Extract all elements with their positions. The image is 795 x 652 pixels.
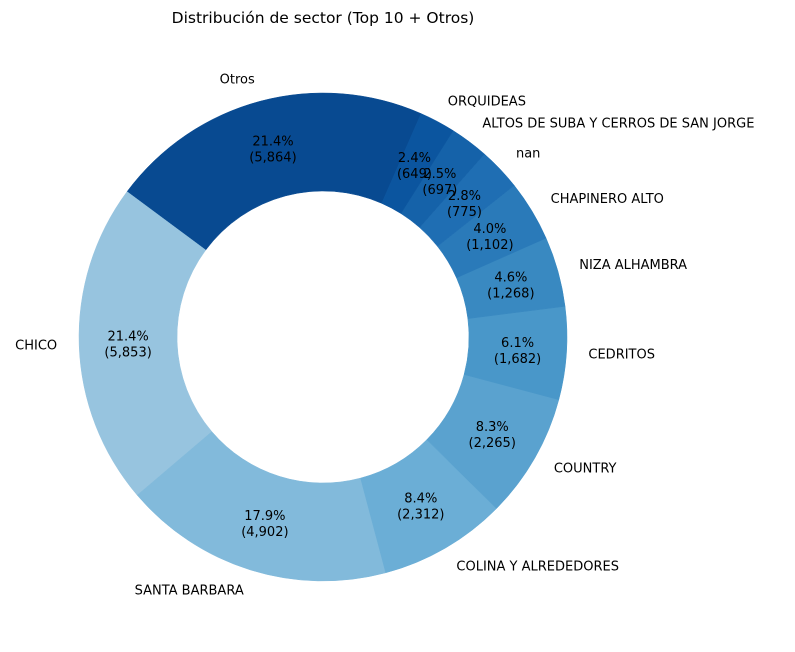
slice-count: (649) bbox=[397, 167, 432, 182]
slice-label-cedritos: CEDRITOS bbox=[588, 347, 655, 362]
slice-percent: 4.0% bbox=[473, 222, 506, 237]
slice-label-niza-alhambra: NIZA ALHAMBRA bbox=[579, 258, 687, 273]
slice-percent: 6.1% bbox=[501, 336, 534, 351]
slice-percent: 4.6% bbox=[494, 271, 527, 286]
slice-value-label-colina-y-alrededores: 8.4% (2,312) bbox=[397, 492, 444, 523]
slice-percent: 2.5% bbox=[423, 167, 456, 182]
slice-santa-barbara bbox=[136, 431, 387, 582]
slice-percent: 17.9% bbox=[244, 509, 285, 524]
slice-count: (2,312) bbox=[397, 508, 444, 523]
slice-otros bbox=[126, 92, 422, 251]
slice-value-label-altos-de-suba-y-cerros-de-san-jorge: 2.5% (697) bbox=[422, 167, 457, 198]
chart-title: Distribución de sector (Top 10 + Otros) bbox=[172, 9, 475, 27]
slice-percent: 2.4% bbox=[398, 151, 431, 166]
slice-value-label-country: 8.3% (2,265) bbox=[469, 420, 516, 451]
slice-count: (775) bbox=[447, 205, 482, 220]
slice-percent: 8.4% bbox=[404, 492, 437, 507]
slice-count: (2,265) bbox=[469, 436, 516, 451]
slice-count: (697) bbox=[422, 183, 457, 198]
slice-percent: 8.3% bbox=[476, 420, 509, 435]
slice-label-chico: CHICO bbox=[15, 338, 57, 353]
slices-group bbox=[78, 92, 568, 582]
slice-value-label-chapinero-alto: 4.0% (1,102) bbox=[466, 222, 513, 253]
slice-count: (5,853) bbox=[104, 346, 151, 361]
slice-value-label-cedritos: 6.1% (1,682) bbox=[494, 336, 541, 367]
slice-label-orquideas: ORQUIDEAS bbox=[448, 95, 526, 110]
slice-value-label-nan: 2.8% (775) bbox=[447, 189, 482, 220]
slice-value-label-chico: 21.4% (5,853) bbox=[104, 330, 151, 361]
slice-count: (5,864) bbox=[249, 151, 296, 166]
slice-count: (1,102) bbox=[466, 238, 513, 253]
slice-percent: 2.8% bbox=[448, 189, 481, 204]
slice-value-label-niza-alhambra: 4.6% (1,268) bbox=[487, 271, 534, 302]
slice-count: (1,268) bbox=[487, 287, 534, 302]
slice-value-label-otros: 21.4% (5,864) bbox=[249, 135, 296, 166]
slice-count: (1,682) bbox=[494, 352, 541, 367]
slice-label-nan: nan bbox=[516, 146, 540, 161]
slice-label-chapinero-alto: CHAPINERO ALTO bbox=[551, 192, 664, 207]
slice-label-country: COUNTRY bbox=[554, 462, 617, 477]
slice-percent: 21.4% bbox=[252, 135, 293, 150]
slice-value-label-orquideas: 2.4% (649) bbox=[397, 151, 432, 182]
slice-label-colina-y-alrededores: COLINA Y ALREDEDORES bbox=[456, 560, 619, 575]
slice-orquideas bbox=[381, 113, 454, 214]
slice-value-label-santa-barbara: 17.9% (4,902) bbox=[241, 509, 288, 540]
slice-label-santa-barbara: SANTA BARBARA bbox=[135, 583, 244, 598]
slice-percent: 21.4% bbox=[107, 330, 148, 345]
slice-label-altos-de-suba-y-cerros-de-san-jorge: ALTOS DE SUBA Y CERROS DE SAN JORGE bbox=[482, 117, 754, 132]
slice-label-otros: Otros bbox=[220, 72, 255, 87]
slice-count: (4,902) bbox=[241, 525, 288, 540]
